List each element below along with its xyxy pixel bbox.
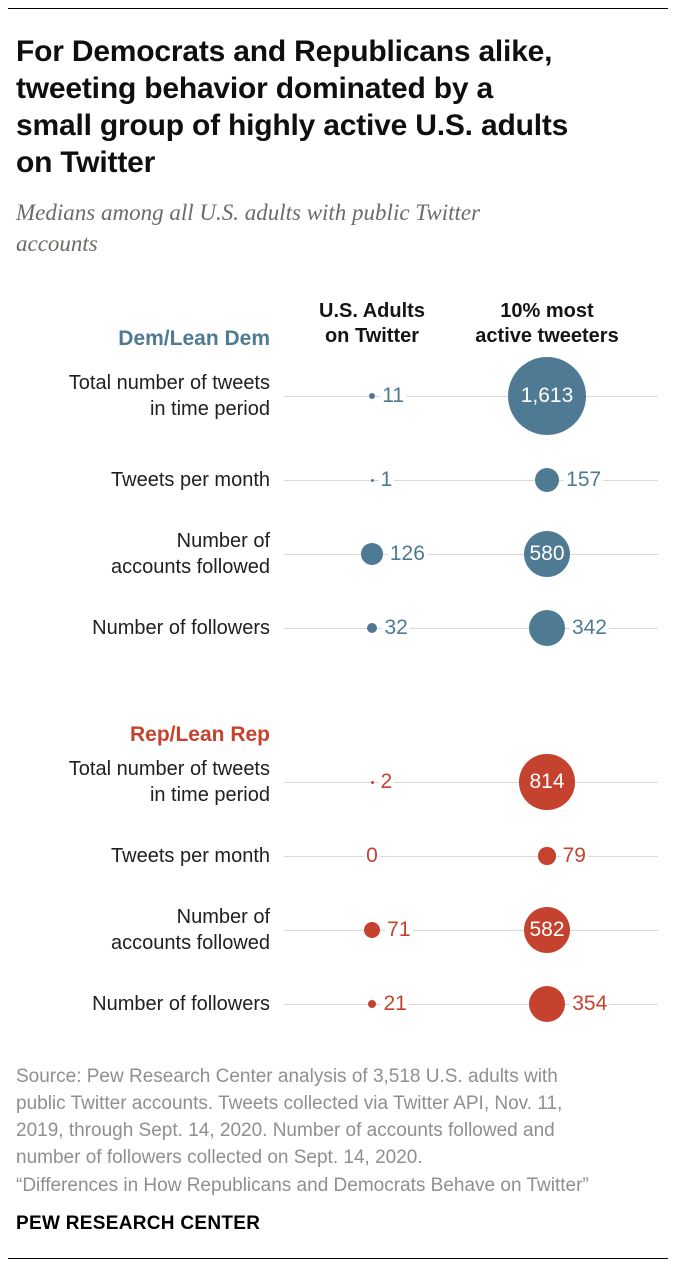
bubble	[368, 392, 376, 400]
value-label: 0	[364, 844, 380, 868]
bubble	[508, 357, 586, 435]
gridline	[284, 628, 658, 629]
value-label: 21	[381, 992, 409, 1016]
bubble	[367, 999, 377, 1009]
table-row: Tweets per month 0 79	[16, 819, 660, 893]
row-label: Number of followers	[92, 993, 270, 1015]
table-row: Number of followers 32 342	[16, 591, 660, 665]
row-label: Total number of tweets in time period	[68, 758, 270, 806]
bubble	[361, 543, 383, 565]
group-label: Rep/Lean Rep	[129, 723, 270, 746]
value-label: 1	[378, 468, 395, 492]
row-label: Total number of tweets in time period	[68, 372, 270, 420]
bubble	[534, 467, 560, 493]
group-header-band: Dem/Lean Dem U.S. Adults on Twitter 10% mos…	[16, 269, 660, 350]
gridline	[284, 396, 658, 397]
bubble	[528, 985, 566, 1023]
source-note: Source: Pew Research Center analysis of …	[16, 1066, 563, 1168]
table-row: Number of followers 21 354	[16, 967, 660, 1041]
bubble	[523, 906, 571, 954]
bubble-chart: Dem/Lean Dem U.S. Adults on Twitter 10% mos…	[16, 269, 660, 1041]
top-rule	[8, 8, 668, 9]
bottom-rule	[8, 1258, 668, 1259]
row-label: Number of accounts followed	[111, 530, 270, 578]
page-title: For Democrats and Republicans alike, twee…	[16, 35, 569, 179]
value-label: 79	[560, 844, 588, 868]
bubble	[529, 610, 565, 646]
value-label: 71	[385, 918, 413, 942]
table-row: Total number of tweets in time period 2 814	[16, 745, 660, 819]
value-label: 1,613	[520, 384, 574, 407]
table-row: Tweets per month 1 157	[16, 443, 660, 517]
row-label: Tweets per month	[111, 845, 270, 867]
bubble	[370, 478, 374, 482]
footer: Source: Pew Research Center analysis of …	[16, 1063, 660, 1235]
bubble	[523, 530, 571, 578]
value-label: 580	[529, 542, 565, 565]
bubble	[363, 921, 381, 939]
gridline	[284, 856, 658, 857]
row-label: Number of accounts followed	[111, 906, 270, 954]
value-label: 342	[569, 616, 609, 640]
value-label: 157	[564, 468, 604, 492]
group-label: Dem/Lean Dem	[118, 327, 270, 350]
subtitle: Medians among all U.S. adults with publi…	[16, 200, 481, 256]
column-header: U.S. Adults on Twitter	[319, 300, 425, 347]
row-label: Number of followers	[92, 617, 270, 639]
value-label: 32	[382, 616, 410, 640]
brand: PEW RESEARCH CENTER	[16, 1213, 261, 1234]
value-label: 354	[570, 992, 610, 1016]
gridline	[284, 554, 658, 555]
table-row: Number of accounts followed 126 580	[16, 517, 660, 591]
value-label: 2	[378, 770, 395, 794]
bubble	[519, 754, 575, 810]
bubble	[538, 847, 556, 865]
bubble	[370, 780, 374, 784]
table-row: Number of accounts followed 71 582	[16, 893, 660, 967]
column-header: 10% most active tweeters	[475, 300, 619, 347]
table-row: Total number of tweets in time period 11 1,…	[16, 349, 660, 443]
value-label: 814	[529, 770, 565, 793]
row-label: Tweets per month	[111, 469, 270, 491]
group-header-band: Rep/Lean Rep	[16, 699, 660, 746]
gridline	[284, 930, 658, 931]
gridline	[284, 782, 658, 783]
citation-note: “Differences in How Republicans and Demo…	[16, 1175, 589, 1196]
gridline	[284, 1004, 658, 1005]
bubble	[366, 622, 378, 634]
value-label: 582	[529, 918, 565, 941]
value-label: 126	[387, 542, 427, 566]
gridline	[284, 480, 658, 481]
value-label: 11	[380, 384, 407, 408]
